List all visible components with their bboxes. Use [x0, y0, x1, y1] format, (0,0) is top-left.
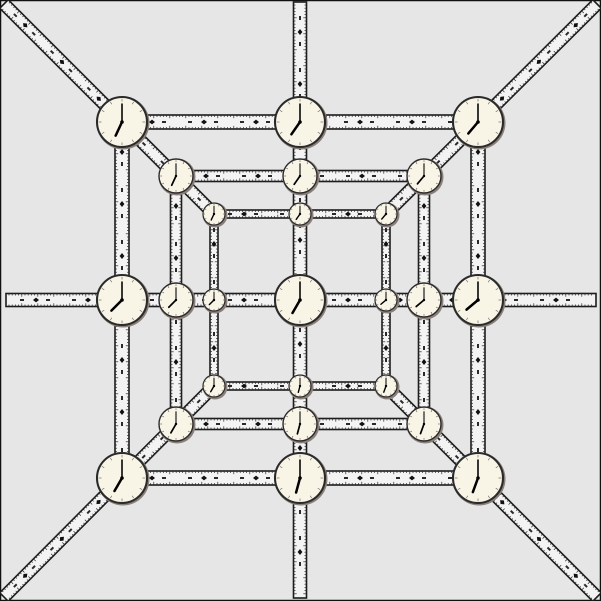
- middle-clock-top-icon: [282, 158, 320, 196]
- middle-clock-top-left-icon: [158, 158, 196, 196]
- middle-clock-bottom-right-icon: [406, 406, 444, 444]
- inner-clock-top-left-icon: [202, 202, 228, 228]
- inner-clock-bottom-right-icon: [374, 374, 400, 400]
- outer-clock-top-icon: [273, 95, 328, 150]
- inner-clock-top-icon: [288, 202, 314, 228]
- inner-clock-left-icon: [202, 288, 228, 314]
- outer-clock-bottom-left-icon: [95, 451, 150, 506]
- outer-clock-left-icon: [95, 273, 150, 328]
- inner-clock-bottom-left-icon: [202, 374, 228, 400]
- inner-clock-right-icon: [374, 288, 400, 314]
- outer-clock-top-right-icon: [451, 95, 506, 150]
- middle-clock-left-icon: [158, 282, 196, 320]
- middle-clock-bottom-left-icon: [158, 406, 196, 444]
- outer-clock-top-left-icon: [95, 95, 150, 150]
- middle-clock-top-right-icon: [406, 158, 444, 196]
- middle-clock-right-icon: [406, 282, 444, 320]
- clocks-group: [95, 95, 506, 506]
- inner-clock-top-right-icon: [374, 202, 400, 228]
- outer-clock-bottom-right-icon: [451, 451, 506, 506]
- center-clock-icon: [273, 273, 328, 328]
- inner-clock-bottom-icon: [288, 374, 314, 400]
- outer-clock-bottom-icon: [273, 451, 328, 506]
- middle-clock-bottom-icon: [282, 406, 320, 444]
- outer-clock-right-icon: [451, 273, 506, 328]
